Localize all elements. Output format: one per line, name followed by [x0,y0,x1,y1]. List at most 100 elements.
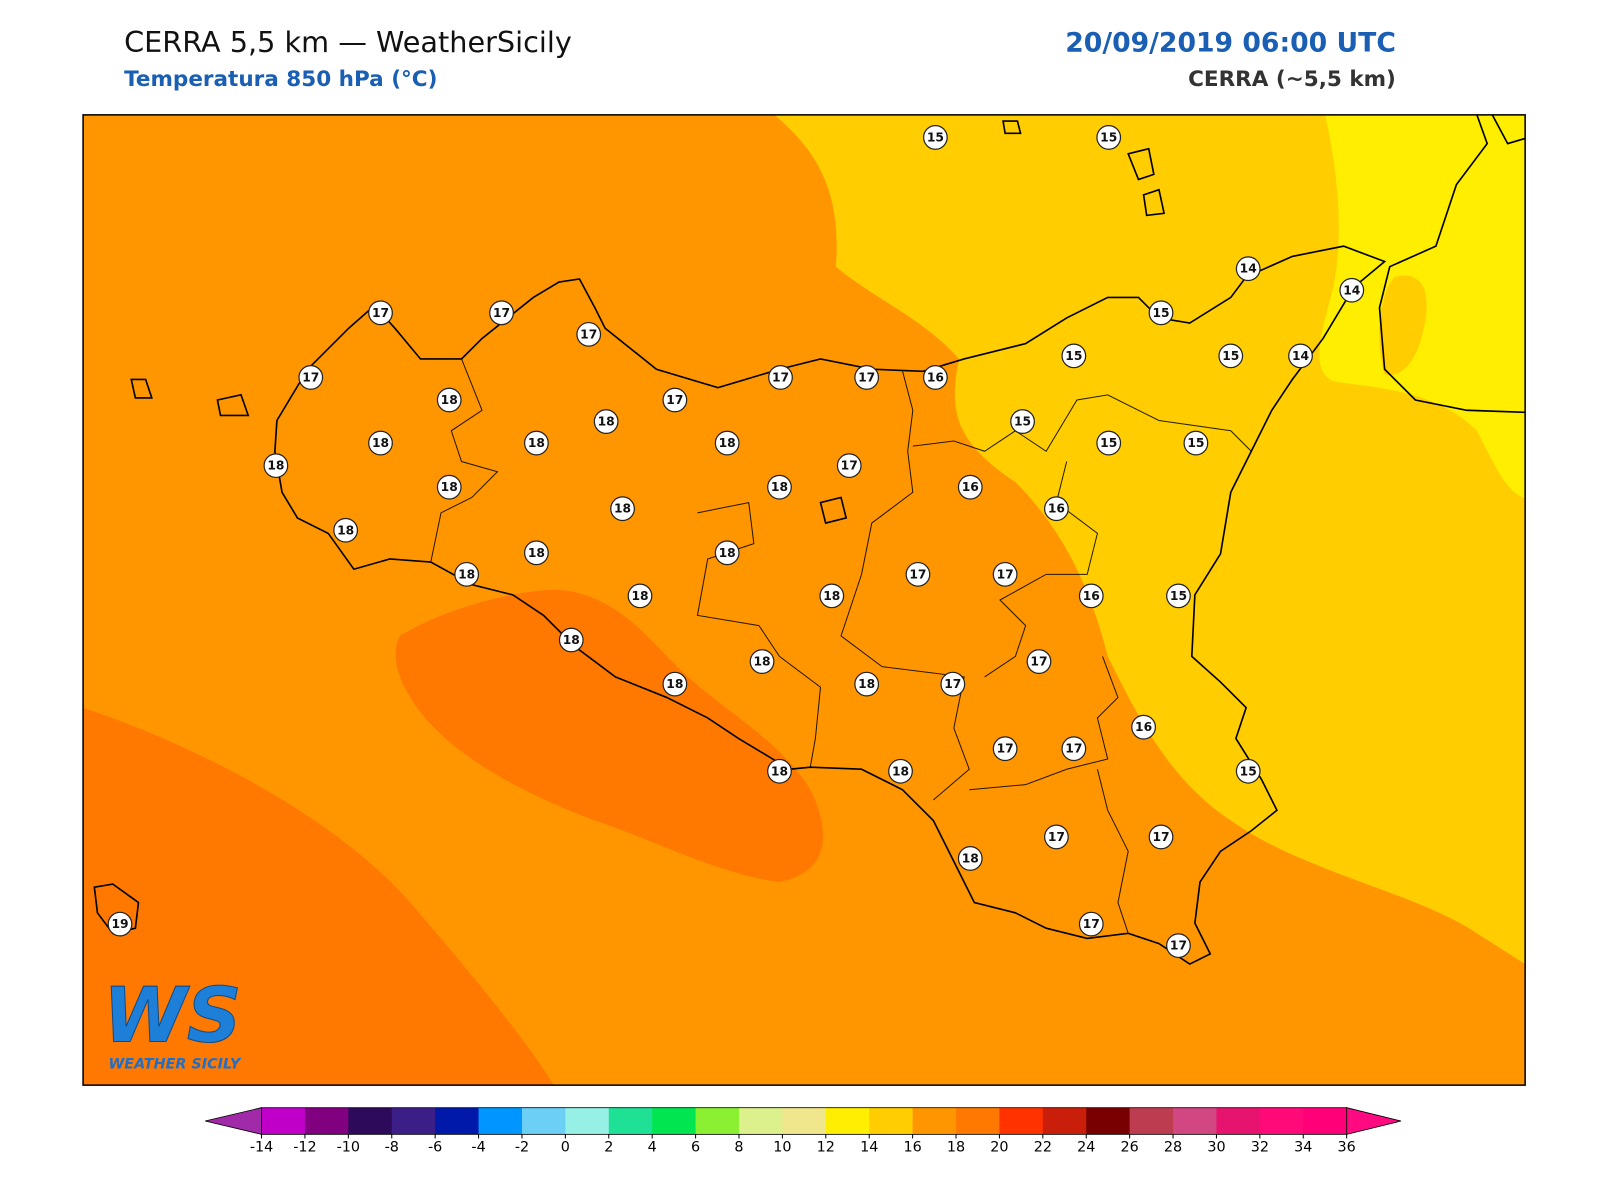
station-marker [1218,343,1244,369]
station-marker [662,671,688,697]
station-value: 17 [1048,830,1065,844]
station-marker [767,474,792,500]
station-value: 15 [1170,589,1187,603]
station-value: 18 [598,415,615,429]
station-value: 18 [528,546,545,560]
station-marker [1166,583,1191,609]
logo-name: WEATHER SICILY [108,1057,241,1073]
station-value: 18 [631,589,648,603]
station-value: 18 [823,589,840,603]
station-marker [576,321,602,347]
station-value: 18 [719,546,736,560]
station-value: 16 [1083,589,1100,603]
station-value: 17 [997,567,1014,581]
station-marker [905,561,931,587]
station-marker [524,540,549,566]
colorbar-swatch [999,1107,1044,1135]
station-value: 18 [962,851,979,865]
colorbar-tick-label: 36 [1338,1140,1356,1156]
station-value: 15 [1100,436,1117,450]
colorbar-tick-label: 20 [990,1140,1008,1156]
station-value: 15 [1187,436,1204,450]
field-18-20 [83,707,554,1086]
station-marker [957,474,983,500]
station-value: 17 [372,306,389,320]
colorbar-swatch [1129,1107,1174,1135]
coastlines [93,114,1526,966]
colorbar-swatch [912,1107,957,1135]
colorbar-tick-label: 2 [604,1140,613,1156]
station-value: 14 [1240,262,1257,276]
station-marker [714,540,740,566]
colorbar-swatch [348,1107,393,1135]
station-value: 18 [441,393,458,407]
station-value: 17 [1170,939,1187,953]
station-value: 18 [267,459,284,473]
station-value: 18 [771,764,788,778]
colorbar-swatch [1173,1107,1217,1135]
station-value: 18 [666,677,683,691]
logo-mark: WS [103,971,241,1059]
station-value: 17 [1030,655,1047,669]
station-value: 14 [1343,283,1360,297]
station-marker [524,430,549,456]
colorbar-swatch [1042,1107,1087,1135]
colorbar-swatch [1303,1107,1348,1135]
colorbar-tick-label: -14 [250,1140,273,1156]
station-marker [767,758,792,784]
subtitle: Temperatura 850 hPa (°C) [124,67,437,92]
station-marker [263,453,289,479]
station-value: 18 [337,523,354,537]
station-value: 15 [1222,349,1239,363]
station-value: 18 [753,655,770,669]
station-marker [1078,911,1104,937]
colorbar-tick-label: -8 [385,1140,399,1156]
station-value: 17 [772,370,789,384]
station-value: 15 [1065,349,1082,363]
station-value: 17 [841,459,858,473]
station-value: 17 [302,370,319,384]
temperature-field [83,114,1526,1086]
station-marker [1288,343,1313,369]
colorbar-swatch [652,1107,697,1135]
colorbar-swatch [521,1107,566,1135]
colorbar-swatch [1086,1107,1131,1135]
station-marker [662,387,688,413]
colorbar-swatch [608,1107,653,1135]
station-value: 17 [858,370,875,384]
station-value: 15 [1152,306,1169,320]
station-marker [1166,933,1191,959]
colorbar-under [205,1107,262,1135]
station-value: 18 [858,677,875,691]
colorbar-swatch [1259,1107,1304,1135]
station-marker [107,911,133,937]
colorbar-tick-label: -10 [337,1140,360,1156]
colorbar-tick-label: -2 [515,1140,529,1156]
station-value: 18 [458,567,475,581]
province-borders [430,358,1252,934]
station-value: 17 [493,306,510,320]
colorbar-swatch [738,1107,783,1135]
datetime: 20/09/2019 06:00 UTC [1065,28,1396,59]
logo: WS WEATHER SICILY [103,971,242,1073]
colorbar-tick-label: -4 [471,1140,485,1156]
station-marker [593,409,619,434]
colorbar-tick-label: 10 [773,1140,791,1156]
station-marker [1044,496,1069,522]
station-marker [992,561,1018,587]
station-marker [1061,736,1087,762]
station-value: 18 [614,502,631,516]
colorbar-tick-label: 30 [1207,1140,1225,1156]
colorbar-tick-label: 32 [1251,1140,1269,1156]
station-marker [749,649,775,674]
station-marker [558,627,584,653]
colorbar-swatch [261,1107,306,1135]
station-value: 17 [1065,742,1082,756]
colorbar-swatch [391,1107,436,1135]
station-marker [368,430,393,456]
station-value: 17 [1083,917,1100,931]
station-value: 15 [927,130,944,144]
station-marker [1010,409,1035,434]
stations: 15 15 14 14 17 17 17 15 17 17 17 16 15 15 14 18 18 17 15 18… [107,125,1365,959]
station-marker [922,125,948,150]
